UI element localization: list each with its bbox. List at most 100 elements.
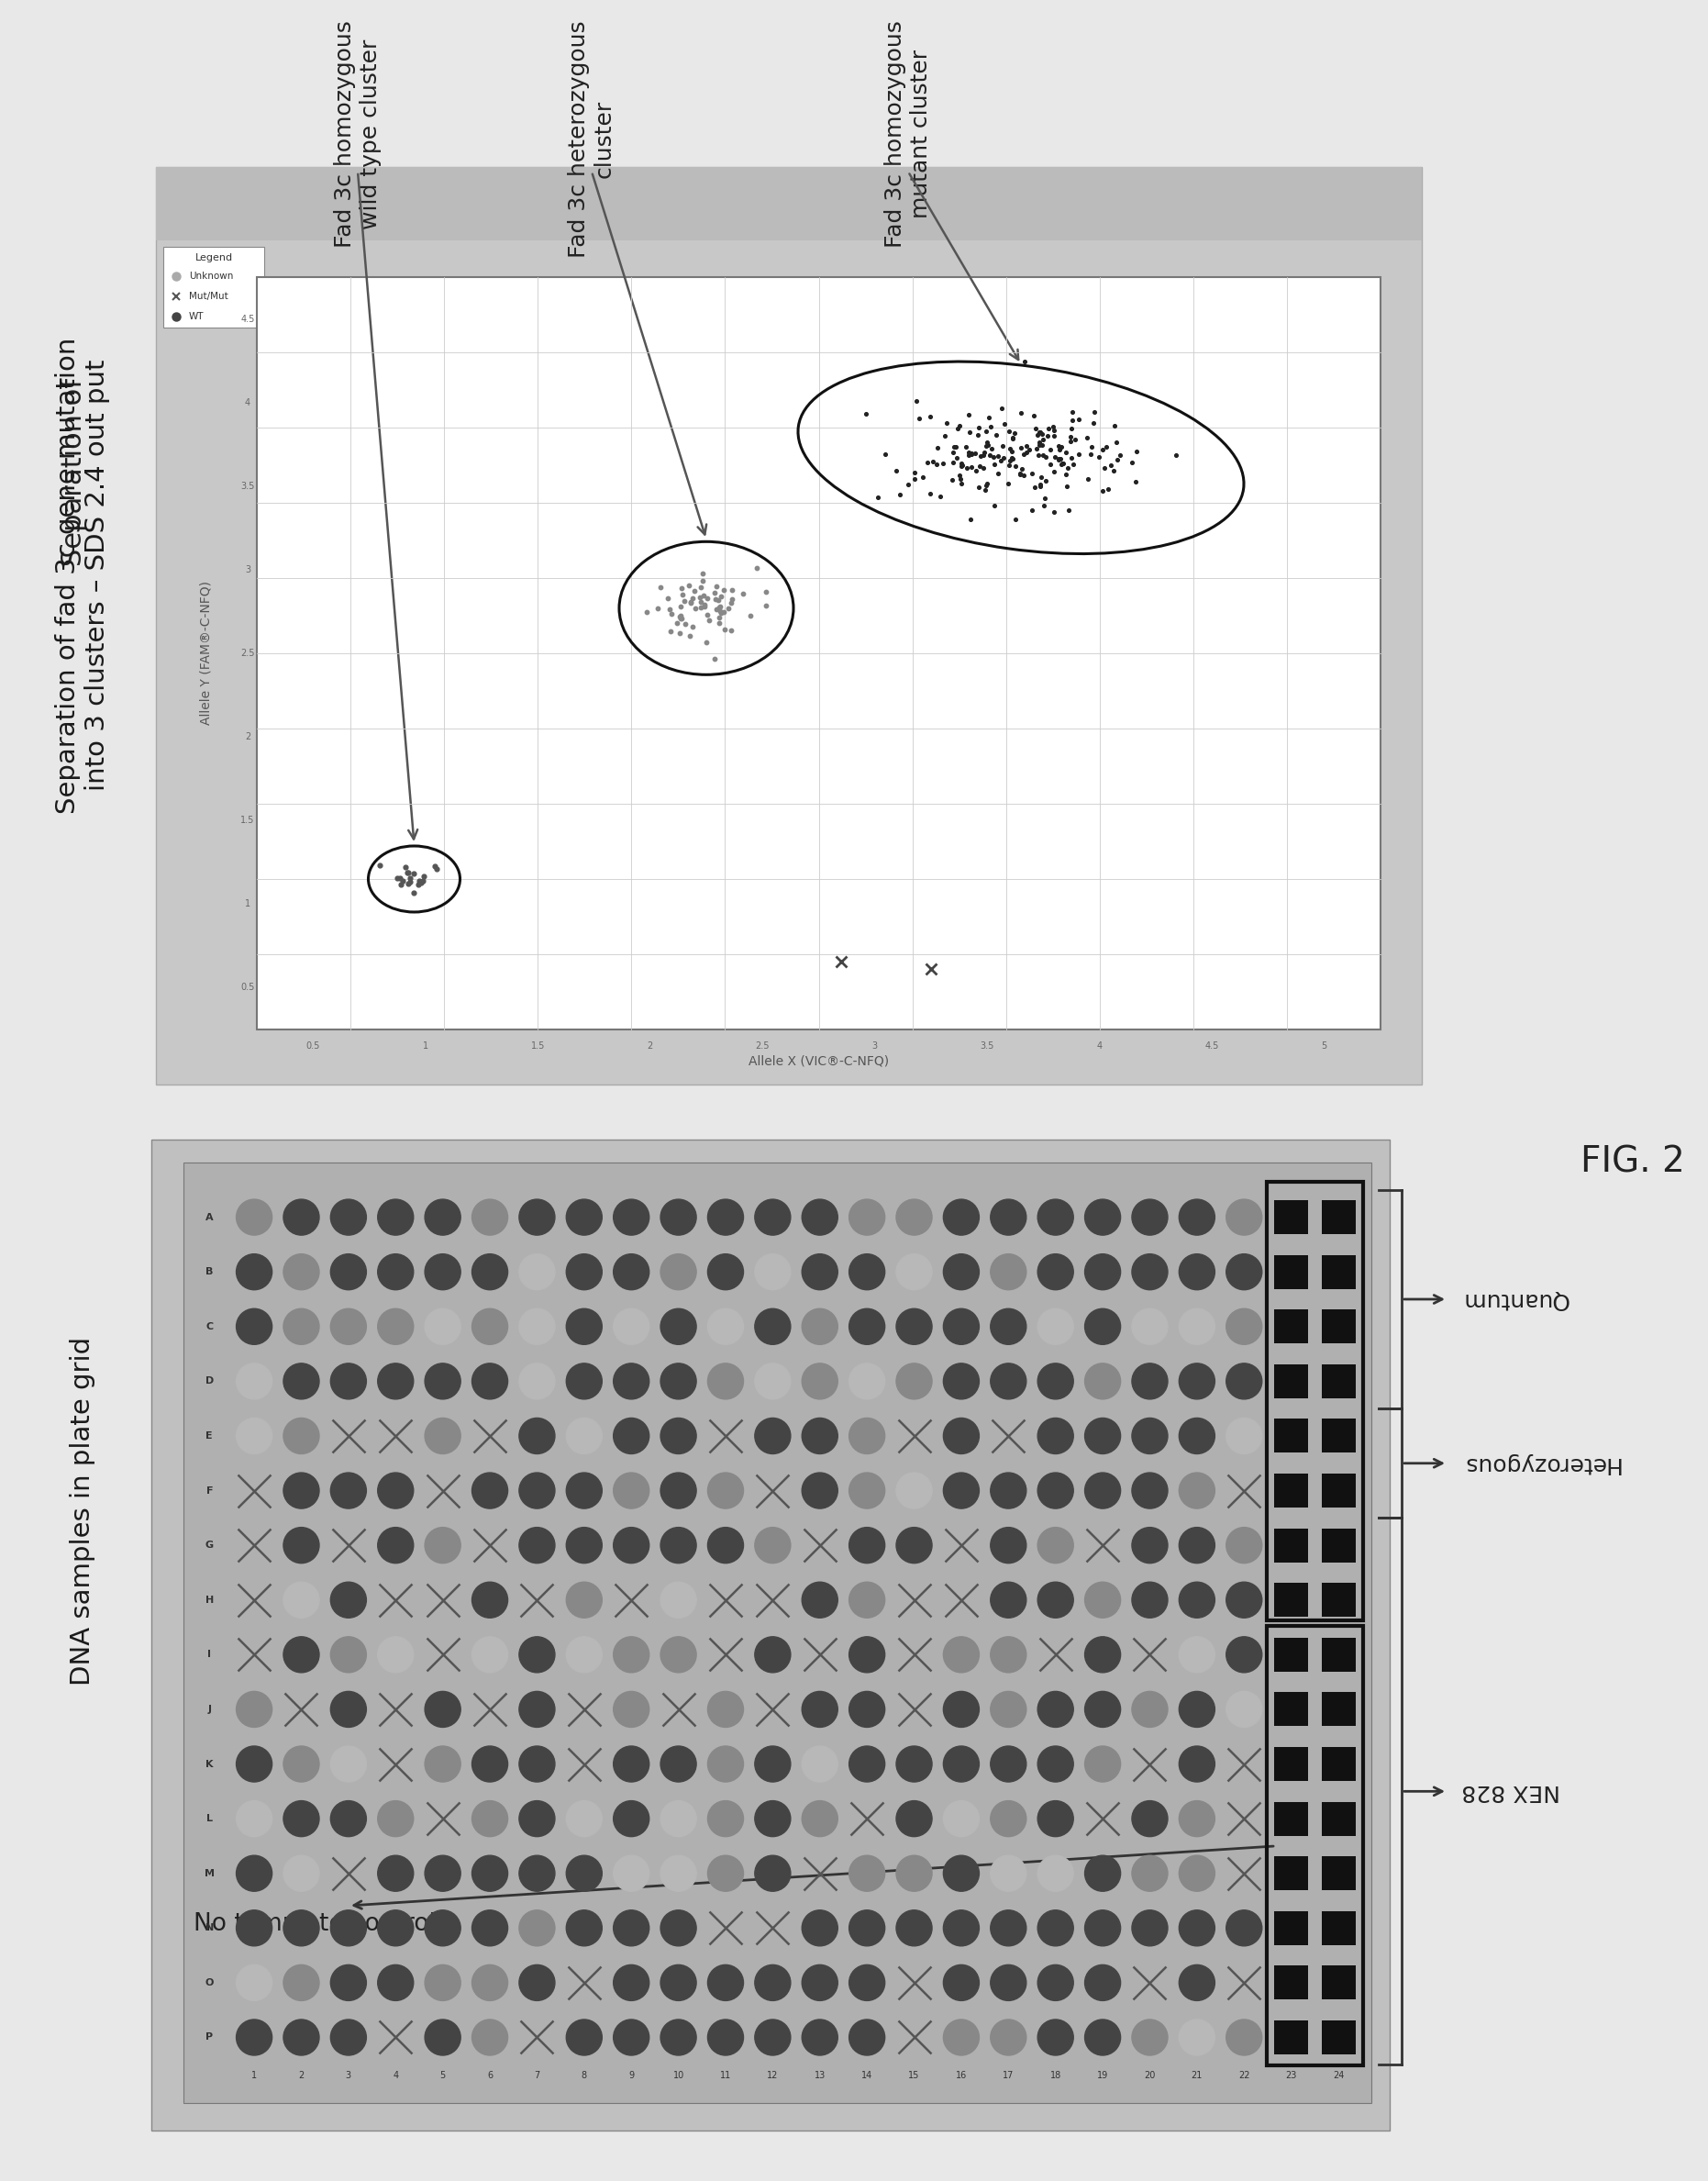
- Circle shape: [613, 1802, 649, 1836]
- Circle shape: [897, 1527, 933, 1564]
- Point: [1124, 434, 1151, 469]
- Point: [420, 848, 447, 883]
- Point: [395, 866, 422, 901]
- Circle shape: [661, 1581, 697, 1618]
- Point: [670, 576, 697, 611]
- Circle shape: [1085, 1692, 1120, 1727]
- Text: Mut/Mut: Mut/Mut: [190, 292, 229, 301]
- Circle shape: [849, 1856, 885, 1891]
- Text: 20: 20: [1144, 2072, 1156, 2081]
- Bar: [256, 277, 1380, 1029]
- Circle shape: [1132, 1856, 1168, 1891]
- Point: [1040, 441, 1068, 475]
- Text: 10: 10: [673, 2072, 683, 2081]
- Text: 24: 24: [1332, 2072, 1344, 2081]
- Circle shape: [1038, 1254, 1073, 1289]
- Circle shape: [377, 1911, 413, 1945]
- Point: [396, 861, 424, 896]
- Circle shape: [284, 1581, 319, 1618]
- Point: [904, 384, 931, 419]
- Point: [1103, 443, 1131, 478]
- Point: [1078, 436, 1105, 471]
- Bar: [1322, 1856, 1356, 1891]
- Text: 17: 17: [1003, 2072, 1015, 2081]
- Bar: [1274, 1856, 1308, 1891]
- Circle shape: [519, 1911, 555, 1945]
- Circle shape: [236, 1309, 272, 1343]
- Point: [1090, 473, 1117, 508]
- Circle shape: [331, 1254, 366, 1289]
- Circle shape: [661, 1747, 697, 1782]
- Point: [1025, 414, 1052, 449]
- Point: [1081, 395, 1108, 430]
- Circle shape: [661, 1856, 697, 1891]
- Text: O: O: [205, 1978, 214, 1987]
- Circle shape: [943, 1802, 979, 1836]
- Circle shape: [236, 1747, 272, 1782]
- Point: [1056, 493, 1083, 528]
- Circle shape: [1132, 1418, 1168, 1455]
- Point: [910, 460, 938, 495]
- Circle shape: [991, 1802, 1027, 1836]
- Point: [1047, 432, 1074, 467]
- Circle shape: [803, 1911, 837, 1945]
- Point: [943, 430, 970, 465]
- Point: [948, 467, 975, 502]
- Point: [1018, 456, 1045, 491]
- Bar: [1322, 1638, 1356, 1671]
- Point: [704, 591, 731, 626]
- Bar: [164, 246, 265, 327]
- Circle shape: [613, 1418, 649, 1455]
- Point: [1078, 430, 1105, 465]
- Circle shape: [519, 1747, 555, 1782]
- Point: [1040, 454, 1068, 489]
- Circle shape: [1132, 1911, 1168, 1945]
- Circle shape: [991, 1636, 1027, 1673]
- Circle shape: [803, 1363, 837, 1400]
- Point: [980, 489, 1008, 523]
- Circle shape: [755, 1747, 791, 1782]
- Point: [941, 430, 968, 465]
- Point: [711, 613, 738, 648]
- Circle shape: [803, 2020, 837, 2055]
- Point: [1107, 438, 1134, 473]
- Point: [705, 591, 733, 626]
- Circle shape: [567, 1309, 601, 1343]
- Circle shape: [567, 1802, 601, 1836]
- Point: [666, 589, 693, 624]
- Point: [974, 425, 1001, 460]
- Point: [946, 408, 974, 443]
- Circle shape: [471, 1747, 507, 1782]
- Circle shape: [803, 1200, 837, 1234]
- Text: Fad 3c heterozygous
cluster: Fad 3c heterozygous cluster: [567, 20, 615, 257]
- Circle shape: [707, 1363, 743, 1400]
- Circle shape: [1179, 1581, 1214, 1618]
- Text: 18: 18: [1050, 2072, 1061, 2081]
- Point: [410, 864, 437, 899]
- Point: [984, 438, 1011, 473]
- Circle shape: [897, 1309, 933, 1343]
- Circle shape: [613, 1200, 649, 1234]
- Point: [680, 580, 707, 615]
- Point: [972, 471, 999, 506]
- Circle shape: [1038, 1418, 1073, 1455]
- Circle shape: [377, 1965, 413, 2000]
- Point: [1008, 451, 1035, 486]
- Circle shape: [707, 1527, 743, 1564]
- Circle shape: [897, 1856, 933, 1891]
- Point: [991, 406, 1018, 441]
- Point: [883, 454, 910, 489]
- Point: [974, 427, 1001, 462]
- Circle shape: [1179, 2020, 1214, 2055]
- Point: [707, 589, 734, 624]
- Text: 3: 3: [873, 1040, 878, 1051]
- Circle shape: [1132, 1200, 1168, 1234]
- Circle shape: [425, 1692, 461, 1727]
- Point: [965, 471, 992, 506]
- Circle shape: [425, 1200, 461, 1234]
- Text: 4: 4: [244, 397, 251, 408]
- Point: [668, 571, 695, 606]
- Point: [400, 855, 427, 890]
- Point: [975, 438, 1003, 473]
- Point: [1049, 447, 1076, 482]
